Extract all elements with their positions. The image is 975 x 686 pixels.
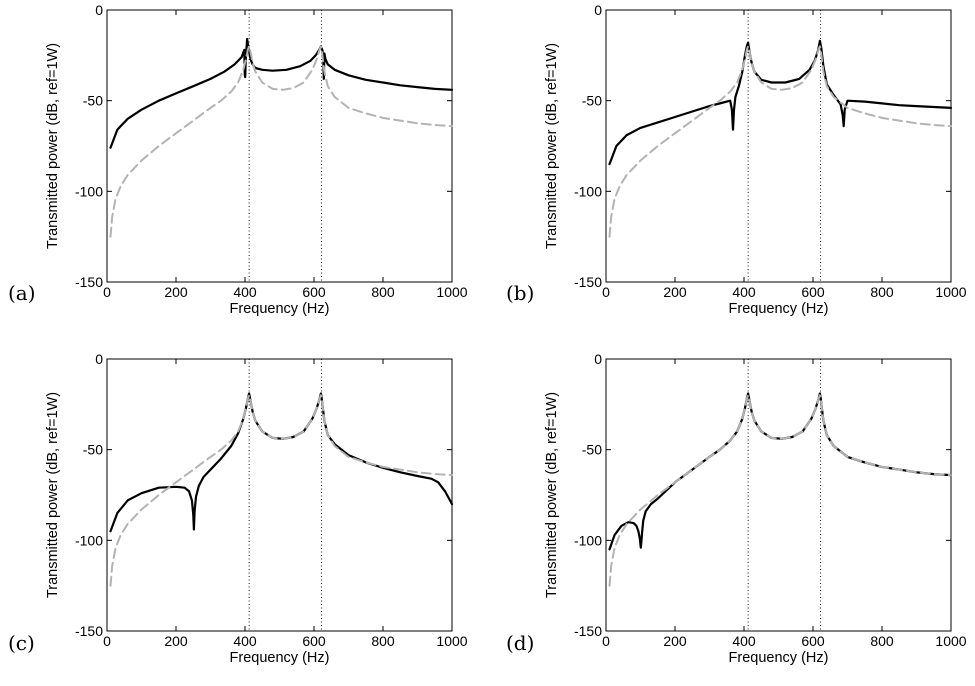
x-axis-label: Frequency (Hz) (230, 301, 330, 317)
x-tick-label: 200 (164, 633, 188, 649)
x-axis-label: Frequency (Hz) (729, 650, 829, 666)
axes-frame (106, 358, 453, 632)
y-tick-label: -50 (582, 442, 602, 458)
panel-c: 0 200 400 600 800 1000 0 -50 -100 -150 Frequency (… (8, 351, 468, 666)
y-tick-label: -50 (83, 442, 103, 458)
panel-label: (a) (8, 281, 36, 305)
x-tick-label: 200 (663, 633, 687, 649)
series-line-dashed (608, 394, 952, 587)
x-axis-label: Frequency (Hz) (230, 650, 330, 666)
y-tick-label: 0 (95, 351, 103, 367)
series-line-solid (608, 39, 953, 166)
x-tick-label: 1000 (436, 633, 467, 649)
x-tick-label: 400 (233, 284, 257, 300)
panel-label: (c) (8, 631, 35, 655)
panel-a: 0 200 400 600 800 1000 0 -50 -100 -150 Frequency (… (8, 2, 468, 317)
x-tick-label: 0 (103, 633, 111, 649)
x-tick-label: 400 (732, 633, 756, 649)
y-tick-label: 0 (594, 2, 602, 18)
x-tick-label: 600 (801, 284, 825, 300)
y-axis-label: Transmitted power (dB, ref=1W) (45, 392, 61, 598)
y-tick-label: -150 (75, 623, 103, 639)
panel-b: 0 200 400 600 800 1000 0 -50 -100 -150 Frequency (… (506, 2, 967, 317)
y-tick-label: -100 (75, 532, 103, 548)
x-tick-label: 0 (602, 284, 610, 300)
series-line-dashed (608, 45, 952, 238)
y-tick-label: -150 (574, 274, 602, 290)
x-axis-label: Frequency (Hz) (729, 301, 829, 317)
y-tick-label: -100 (574, 532, 602, 548)
x-tick-label: 1000 (935, 633, 966, 649)
x-tick-label: 800 (371, 284, 395, 300)
y-axis-label: Transmitted power (dB, ref=1W) (544, 43, 560, 249)
axes-frame (605, 358, 952, 632)
x-tick-label: 800 (870, 633, 894, 649)
series-line-dashed (109, 45, 453, 238)
axes-frame (605, 9, 952, 283)
y-tick-label: -50 (83, 93, 103, 109)
y-tick-label: -100 (75, 183, 103, 199)
x-tick-label: 400 (233, 633, 257, 649)
x-tick-label: 1000 (436, 284, 467, 300)
y-tick-label: -100 (574, 183, 602, 199)
panel-d: 0 200 400 600 800 1000 0 -50 -100 -150 Frequency (… (506, 351, 967, 666)
series-line-solid (608, 392, 953, 551)
y-tick-label: -150 (574, 623, 602, 639)
x-tick-label: 600 (302, 633, 326, 649)
x-tick-label: 800 (371, 633, 395, 649)
series-line-solid (109, 37, 454, 149)
y-tick-label: 0 (95, 2, 103, 18)
x-tick-label: 800 (870, 284, 894, 300)
y-axis-label: Transmitted power (dB, ref=1W) (544, 392, 560, 598)
x-tick-label: 0 (103, 284, 111, 300)
x-tick-label: 200 (164, 284, 188, 300)
y-tick-label: -150 (75, 274, 103, 290)
series-line-dashed (109, 394, 453, 587)
series-line-solid (109, 392, 454, 533)
y-axis-label: Transmitted power (dB, ref=1W) (45, 43, 61, 249)
y-tick-label: 0 (594, 351, 602, 367)
panel-label: (d) (506, 631, 534, 655)
x-tick-label: 400 (732, 284, 756, 300)
x-tick-label: 1000 (935, 284, 966, 300)
x-tick-label: 600 (302, 284, 326, 300)
panel-label: (b) (506, 281, 534, 305)
x-tick-label: 200 (663, 284, 687, 300)
axes-frame (106, 9, 453, 283)
y-tick-label: -50 (582, 93, 602, 109)
x-tick-label: 600 (801, 633, 825, 649)
x-tick-label: 0 (602, 633, 610, 649)
